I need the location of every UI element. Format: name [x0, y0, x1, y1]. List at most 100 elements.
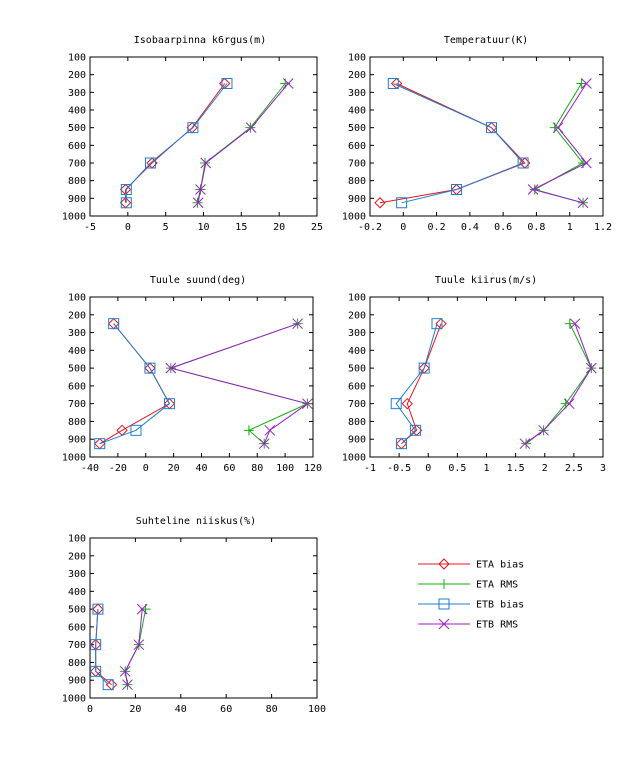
- data-point-etb-rms: [122, 679, 133, 691]
- y-tick-label: 900: [348, 194, 366, 205]
- plot-frame: [89, 296, 314, 458]
- data-point-etb-rms: [192, 197, 204, 209]
- y-tick-label: 200: [348, 310, 366, 321]
- x-tick-label: 100: [276, 463, 294, 474]
- data-point-etb-rms: [200, 157, 212, 169]
- x-tick-label: 60: [223, 463, 235, 474]
- chart-panel-5: Suhteline niiskus(%)10020030040050060070…: [62, 516, 326, 715]
- data-point-etb-rms: [569, 318, 581, 330]
- data-point-etb-bias: [144, 362, 156, 374]
- x-tick-label: -0.2: [358, 222, 382, 233]
- y-tick-label: 400: [68, 587, 86, 598]
- data-point-etb-bias: [90, 639, 102, 651]
- data-point-etb-bias: [145, 157, 157, 169]
- legend-marker-etb-bias: [438, 598, 450, 610]
- data-point-etb-bias: [396, 197, 408, 209]
- data-point-etb-bias: [390, 398, 402, 410]
- chart-panel-3: Tuule suund(deg)100200300400500600700800…: [62, 275, 322, 474]
- y-tick-label: 300: [68, 569, 86, 580]
- data-point-etb-bias: [90, 665, 102, 677]
- data-point-eta-rms: [245, 122, 256, 133]
- data-point-etb-bias: [102, 679, 114, 691]
- y-tick-label: 900: [68, 435, 86, 446]
- x-tick-label: 25: [311, 222, 323, 233]
- y-tick-label: 1000: [342, 212, 366, 223]
- data-point-etb-rms: [195, 184, 206, 195]
- chart-title: Tuule kiirus(m/s): [435, 275, 537, 286]
- x-tick-label: 0: [125, 222, 131, 233]
- data-point-etb-rms: [292, 318, 304, 330]
- series-line-eta-rms: [196, 83, 286, 203]
- data-point-eta-rms: [521, 438, 532, 449]
- x-tick-label: 3: [600, 463, 606, 474]
- x-tick-label: 40: [175, 704, 187, 715]
- legend-label: ETB bias: [476, 600, 524, 611]
- x-tick-label: 10: [197, 222, 209, 233]
- legend: ETA bias ETA RMS ETB bias ETB RMS: [418, 558, 524, 631]
- chart-title: Isobaarpinna k6rgus(m): [134, 35, 266, 46]
- data-point-etb-bias: [221, 78, 233, 89]
- x-tick-label: 40: [195, 463, 207, 474]
- x-tick-label: 1.2: [594, 222, 612, 233]
- y-tick-label: 800: [348, 176, 366, 187]
- y-tick-label: 900: [68, 676, 86, 687]
- data-point-etb-rms: [577, 197, 589, 209]
- plot-frame: [369, 56, 604, 217]
- y-tick-label: 700: [348, 399, 366, 410]
- y-tick-label: 600: [68, 381, 86, 392]
- data-point-etb-rms: [165, 362, 177, 374]
- chart-panel-2: Temperatuur(K) 100 200 300 400 500 600 700 800 90…: [342, 35, 612, 233]
- x-tick-label: 0.5: [448, 463, 466, 474]
- data-point-etb-bias: [395, 438, 407, 450]
- x-tick-label: 20: [168, 463, 180, 474]
- x-tick-label: 0.2: [428, 222, 446, 233]
- x-tick-label: 0: [143, 463, 149, 474]
- y-tick-label: 700: [68, 399, 86, 410]
- y-tick-label: 100: [68, 534, 86, 545]
- y-tick-label: 600: [348, 141, 366, 152]
- x-tick-label: 2: [542, 463, 548, 474]
- y-tick-label: 300: [348, 328, 366, 339]
- y-tick-label: 600: [68, 141, 86, 152]
- y-tick-label: 700: [68, 159, 86, 170]
- data-point-etb-bias: [187, 122, 199, 134]
- x-tick-label: 100: [308, 704, 326, 715]
- y-tick-label: 800: [68, 417, 86, 428]
- x-tick-label: 20: [129, 704, 141, 715]
- series-line-eta-rms: [124, 609, 147, 685]
- chart-panel-1: Isobaarpinna k6rgus(m)100200300400500600…: [62, 35, 323, 233]
- y-tick-label: 300: [68, 88, 86, 99]
- data-point-etb-rms: [282, 78, 294, 89]
- x-tick-label: -0.5: [387, 463, 411, 474]
- x-tick-label: -40: [81, 463, 99, 474]
- data-point-etb-rms: [527, 184, 539, 195]
- x-tick-label: -5: [84, 222, 96, 233]
- data-point-eta-bias: [94, 437, 106, 450]
- series-line-etb-bias: [393, 83, 524, 204]
- chart-panel-4: Tuule kiirus(m/s) 100 200 300 400 500 600 700 80…: [342, 275, 606, 474]
- y-tick-label: 200: [68, 310, 86, 321]
- x-tick-label: 0: [87, 704, 93, 715]
- x-tick-label: 2.5: [565, 463, 583, 474]
- data-point-etb-bias: [431, 318, 443, 330]
- y-tick-label: 400: [68, 346, 86, 357]
- data-point-etb-bias: [485, 122, 497, 134]
- data-point-etb-bias: [163, 398, 175, 410]
- x-tick-label: 0.4: [461, 222, 479, 233]
- data-point-eta-bias: [374, 197, 386, 209]
- y-tick-label: 500: [68, 364, 86, 375]
- y-tick-label: 900: [348, 435, 366, 446]
- series-line-etb-rms: [524, 323, 592, 445]
- data-point-etb-bias: [120, 197, 132, 209]
- data-point-etb-rms: [133, 639, 145, 651]
- data-point-etb-rms: [581, 78, 592, 89]
- y-tick-label: 700: [68, 640, 86, 651]
- chart-title: Temperatuur(K): [444, 35, 528, 46]
- data-point-etb-bias: [120, 184, 132, 195]
- data-point-etb-rms: [258, 438, 270, 450]
- x-tick-label: -1: [364, 463, 376, 474]
- y-tick-label: 400: [68, 106, 86, 117]
- series-line-eta-bias: [125, 83, 226, 203]
- y-tick-label: 500: [68, 123, 86, 134]
